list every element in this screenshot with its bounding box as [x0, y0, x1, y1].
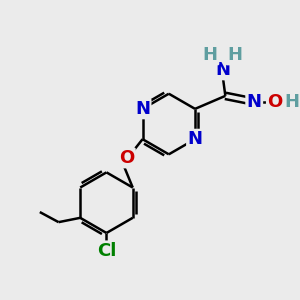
Text: H: H: [203, 46, 218, 64]
Text: O: O: [267, 93, 283, 111]
Text: H: H: [227, 46, 242, 64]
Text: Cl: Cl: [97, 242, 116, 260]
Text: N: N: [188, 130, 202, 148]
Text: O: O: [119, 149, 134, 167]
Text: N: N: [135, 100, 150, 118]
Text: H: H: [285, 93, 300, 111]
Text: N: N: [215, 61, 230, 79]
Text: N: N: [247, 93, 262, 111]
